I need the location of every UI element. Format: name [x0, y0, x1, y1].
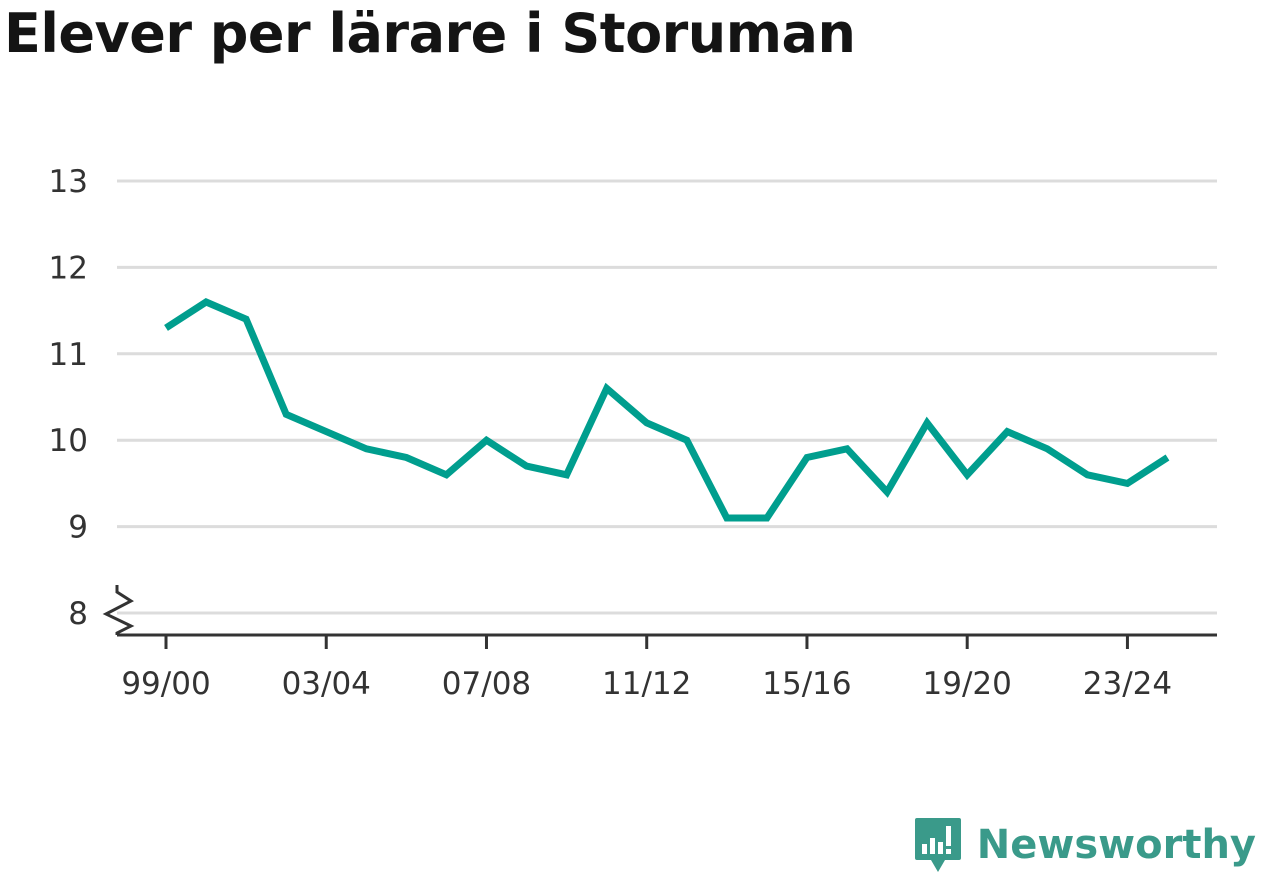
x-tick-label: 99/00 — [121, 666, 210, 702]
x-tick-label: 19/20 — [923, 666, 1012, 702]
y-tick-label: 9 — [68, 510, 88, 546]
line-chart: 8 9 10 11 12 13 99/00 03/04 07/08 11/12 15/16 19/2… — [49, 164, 1217, 702]
y-tick-label: 13 — [49, 164, 88, 200]
y-tick-label: 11 — [49, 337, 88, 373]
bar-chart-bubble-icon — [914, 818, 961, 872]
x-tick-label: 07/08 — [442, 666, 531, 702]
x-tick-label: 23/24 — [1083, 666, 1172, 702]
series-group — [164, 298, 1170, 522]
x-axis-ticks: 99/00 03/04 07/08 11/12 15/16 19/20 23/24 — [121, 635, 1172, 702]
brand-name: Newsworthy — [976, 822, 1256, 868]
y-tick-label: 12 — [49, 250, 88, 286]
y-tick-label: 8 — [68, 596, 88, 632]
chart-title: Elever per lärare i Storuman — [4, 2, 856, 65]
y-axis-ticks: 8 9 10 11 12 13 — [49, 164, 88, 632]
gridlines — [117, 179, 1217, 615]
axis-break-icon — [102, 585, 135, 635]
x-tick-label: 11/12 — [602, 666, 691, 702]
y-tick-label: 10 — [49, 423, 88, 459]
x-tick-label: 03/04 — [282, 666, 371, 702]
series-line — [164, 298, 1170, 522]
brand-logo: Newsworthy — [913, 815, 1256, 875]
x-tick-label: 15/16 — [762, 666, 851, 702]
axis-break-zigzag — [102, 585, 135, 635]
